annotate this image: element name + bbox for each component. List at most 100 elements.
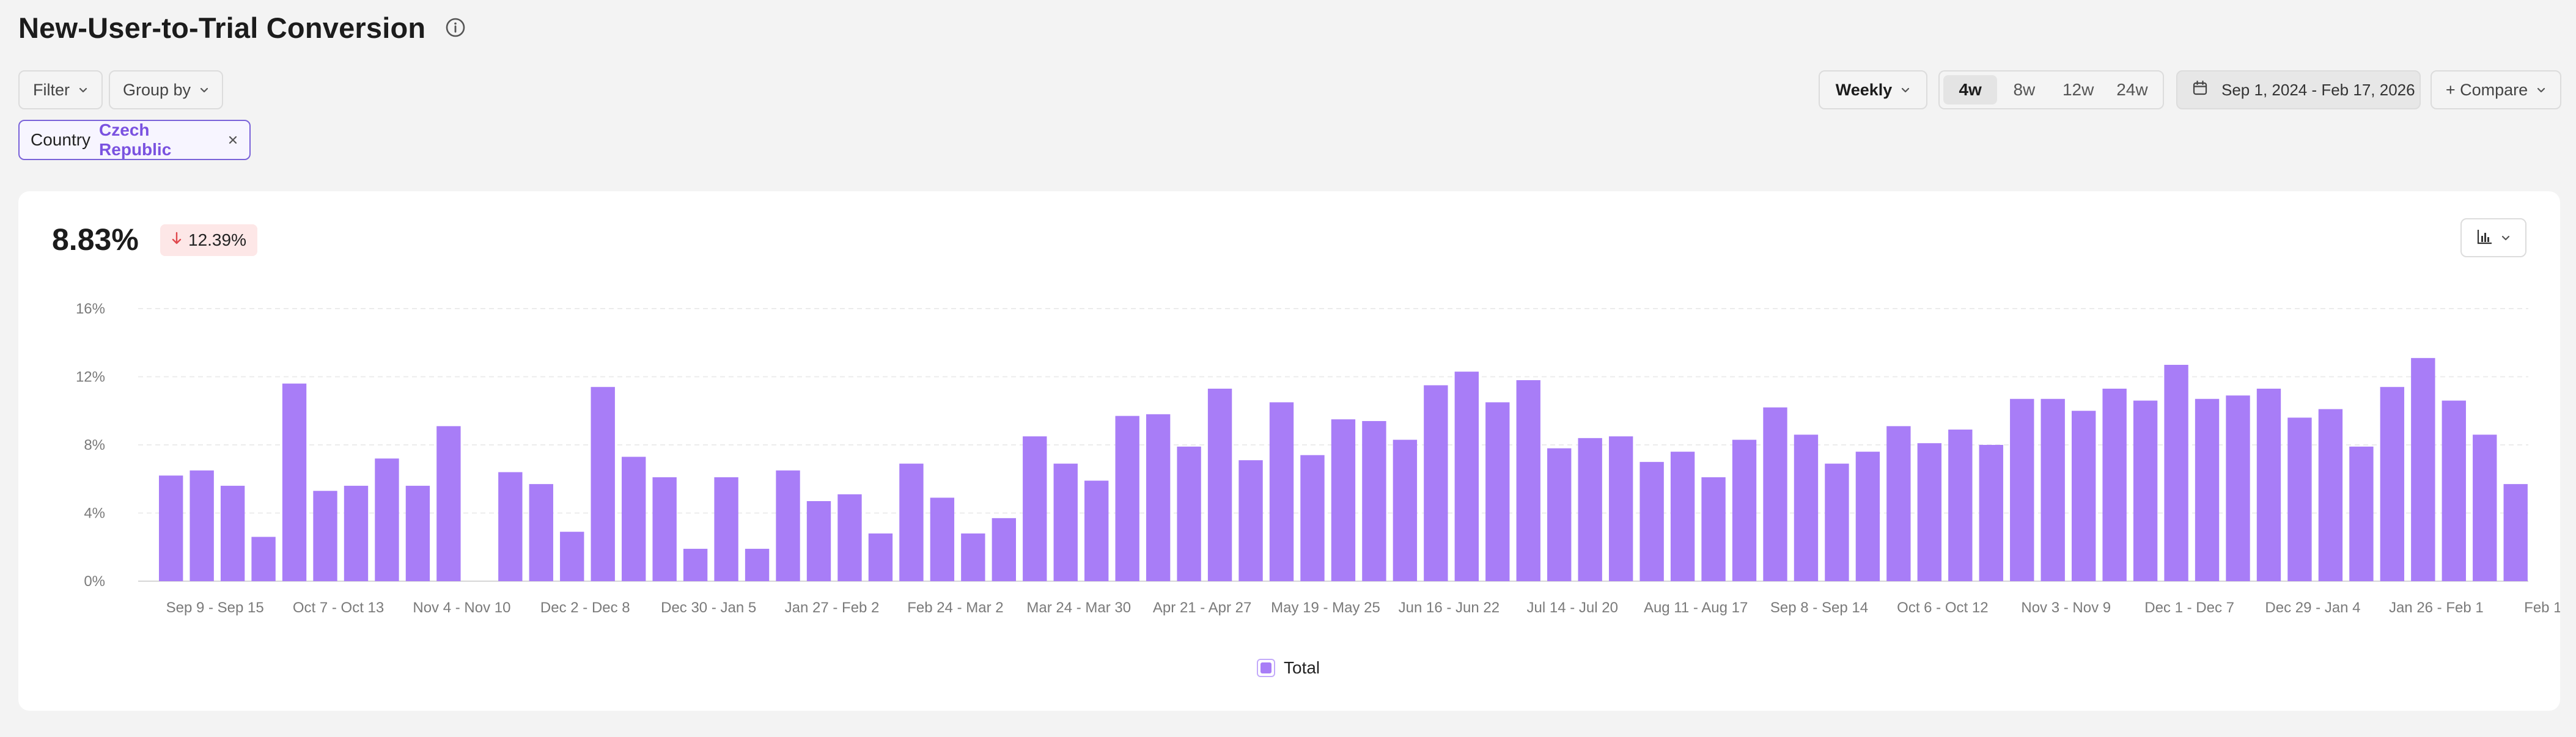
- chart-bar[interactable]: [2226, 395, 2250, 581]
- chart-bar[interactable]: [436, 426, 461, 581]
- chart-bar[interactable]: [498, 472, 523, 581]
- chart-bar[interactable]: [745, 549, 770, 581]
- chart-bar[interactable]: [652, 477, 677, 581]
- chart-bar[interactable]: [1424, 385, 1448, 581]
- legend-label: Total: [1284, 658, 1320, 677]
- chart-bar[interactable]: [2256, 389, 2281, 581]
- chart-bar[interactable]: [1855, 452, 1880, 581]
- chart-bar[interactable]: [1516, 380, 1540, 581]
- chart-bar[interactable]: [1331, 419, 1356, 581]
- x-tick-label: Dec 30 - Jan 5: [661, 600, 756, 616]
- chart-bar[interactable]: [1362, 420, 1386, 581]
- chart-bar[interactable]: [2442, 400, 2466, 581]
- chart-bar[interactable]: [2503, 484, 2528, 581]
- chart-bar[interactable]: [899, 463, 924, 581]
- chart-bar[interactable]: [190, 470, 214, 581]
- chart-bar[interactable]: [405, 485, 430, 581]
- filter-button[interactable]: Filter: [18, 70, 103, 109]
- chart-bar[interactable]: [1917, 443, 1942, 581]
- chart-bar[interactable]: [992, 518, 1016, 581]
- chart-bar[interactable]: [1794, 435, 1819, 581]
- close-icon[interactable]: [227, 134, 238, 145]
- chart-bar[interactable]: [1485, 402, 1510, 581]
- delta-badge: 12.39%: [160, 224, 257, 256]
- chart-bar[interactable]: [1177, 446, 1201, 581]
- chart-bar[interactable]: [1670, 452, 1695, 581]
- chart-bar[interactable]: [837, 494, 862, 581]
- chart-bar[interactable]: [1300, 455, 1325, 581]
- x-tick-label: Mar 24 - Mar 30: [1026, 600, 1131, 616]
- range-8w[interactable]: 8w: [2013, 80, 2036, 99]
- range-24w[interactable]: 24w: [2116, 80, 2148, 99]
- chart-bar[interactable]: [622, 457, 646, 581]
- info-icon[interactable]: [445, 17, 466, 38]
- chart-bar[interactable]: [961, 533, 985, 581]
- chart-bar[interactable]: [1238, 460, 1263, 581]
- chart-legend[interactable]: Total: [1257, 658, 1320, 678]
- chart-bar[interactable]: [1763, 407, 1787, 581]
- chart-bar[interactable]: [2102, 389, 2127, 581]
- x-tick-label: Oct 6 - Oct 12: [1897, 600, 1988, 616]
- chart-bar[interactable]: [806, 501, 831, 581]
- chart-bar[interactable]: [1701, 477, 1726, 581]
- chart-bar[interactable]: [868, 533, 893, 581]
- chart-bar[interactable]: [1948, 429, 1973, 581]
- chart-bar[interactable]: [1825, 463, 1849, 581]
- chart-bar[interactable]: [1979, 445, 2003, 581]
- interval-label: Weekly: [1835, 80, 1893, 99]
- chart-bar[interactable]: [159, 475, 183, 581]
- chart-bar[interactable]: [1084, 480, 1109, 581]
- chart-bar[interactable]: [1886, 426, 1911, 581]
- chart-bar[interactable]: [2041, 398, 2065, 581]
- chart-bar[interactable]: [1454, 372, 1479, 581]
- chart-bar[interactable]: [2473, 435, 2497, 581]
- chart-bar[interactable]: [1053, 463, 1078, 581]
- compare-button[interactable]: + Compare: [2431, 70, 2561, 109]
- chart-bar[interactable]: [1115, 416, 1139, 581]
- chart-bar[interactable]: [2411, 358, 2435, 581]
- chart-bar[interactable]: [1578, 438, 1602, 581]
- chart-bar[interactable]: [2349, 446, 2374, 581]
- x-tick-label: Nov 3 - Nov 9: [2021, 600, 2111, 616]
- chart-type-button[interactable]: [2460, 218, 2526, 257]
- chart-bar[interactable]: [1393, 439, 1418, 581]
- chart-bar[interactable]: [2164, 364, 2188, 581]
- chart-bar[interactable]: [1269, 402, 1294, 581]
- chart-bar[interactable]: [344, 485, 369, 581]
- chart-bar[interactable]: [2071, 411, 2096, 581]
- chart-bar[interactable]: [930, 497, 955, 581]
- chart-bar[interactable]: [1146, 414, 1171, 581]
- chart-bar[interactable]: [2195, 398, 2220, 581]
- chart-bar[interactable]: [529, 484, 553, 581]
- chart-bar[interactable]: [1547, 448, 1572, 581]
- chart-bar[interactable]: [1207, 389, 1232, 581]
- chart-bar[interactable]: [683, 549, 708, 581]
- chart-bar[interactable]: [375, 458, 399, 581]
- x-tick-label: Oct 7 - Oct 13: [293, 600, 384, 616]
- chart-bar[interactable]: [2287, 417, 2312, 581]
- chart-bar[interactable]: [220, 485, 245, 581]
- chart-bar[interactable]: [2318, 409, 2343, 581]
- chart-bar[interactable]: [776, 470, 800, 581]
- chart-bar[interactable]: [1732, 439, 1757, 581]
- range-4w[interactable]: 4w: [1943, 75, 1998, 105]
- chart-bar[interactable]: [714, 477, 738, 581]
- chart-bar[interactable]: [560, 532, 584, 581]
- chart-bar[interactable]: [282, 383, 307, 581]
- interval-select[interactable]: Weekly: [1819, 70, 1927, 109]
- chart-bar[interactable]: [1023, 436, 1047, 581]
- chart-bar[interactable]: [2380, 387, 2405, 581]
- chart-bar[interactable]: [251, 537, 276, 581]
- chart-bar[interactable]: [2133, 400, 2158, 581]
- group-by-button[interactable]: Group by: [109, 70, 223, 109]
- filter-chip-country[interactable]: Country Czech Republic: [18, 120, 251, 160]
- x-tick-label: May 19 - May 25: [1271, 600, 1380, 616]
- x-tick-label: Dec 2 - Dec 8: [540, 600, 630, 616]
- range-12w[interactable]: 12w: [2062, 80, 2094, 99]
- date-range-picker[interactable]: Sep 1, 2024 - Feb 17, 2026: [2176, 70, 2421, 109]
- chart-bar[interactable]: [313, 491, 337, 581]
- chart-bar[interactable]: [1608, 436, 1633, 581]
- chart-bar[interactable]: [1639, 461, 1664, 581]
- chart-bar[interactable]: [2010, 398, 2034, 581]
- chart-bar[interactable]: [591, 387, 615, 581]
